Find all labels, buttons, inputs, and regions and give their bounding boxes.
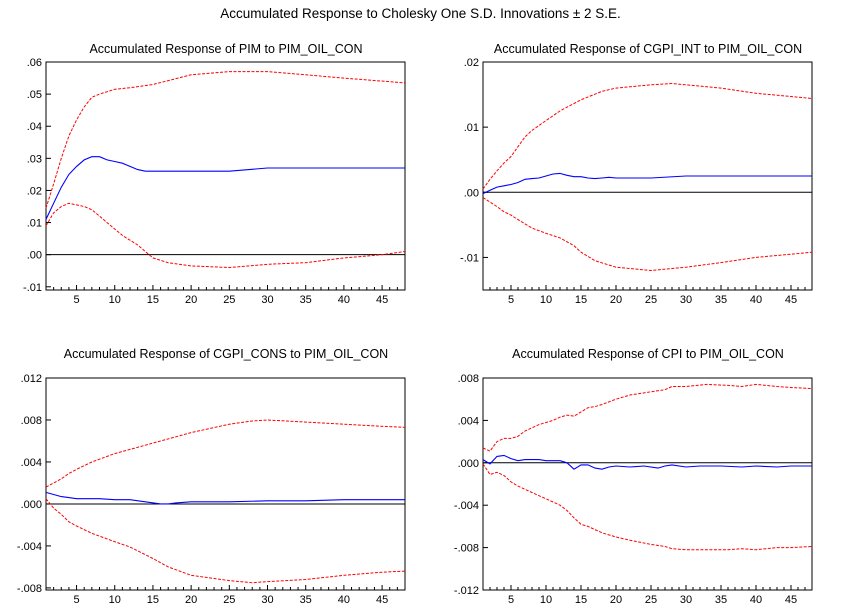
x-tick-label: 15 xyxy=(147,294,159,306)
y-tick-label: -.004 xyxy=(454,500,479,512)
x-tick-label: 35 xyxy=(715,594,727,606)
upper-band-line xyxy=(482,82,813,190)
x-tick-label: 10 xyxy=(540,594,552,606)
y-tick-label: .03 xyxy=(27,153,42,165)
y-tick-label: .02 xyxy=(27,185,42,197)
y-tick-label: .05 xyxy=(27,89,42,101)
response-line xyxy=(45,156,405,220)
x-tick-label: 35 xyxy=(715,294,727,306)
chart-panel-4: Accumulated Response of CPI to PIM_OIL_C… xyxy=(454,347,813,606)
x-tick-label: 10 xyxy=(109,294,121,306)
x-tick-label: 40 xyxy=(750,594,762,606)
lower-band-line xyxy=(482,197,813,272)
chart-title: Accumulated Response of CGPI_INT to PIM_… xyxy=(494,42,802,56)
y-tick-label: -.01 xyxy=(460,252,479,264)
y-tick-label: .004 xyxy=(21,457,42,469)
y-tick-label: .000 xyxy=(21,499,42,511)
x-tick-label: 30 xyxy=(680,294,692,306)
response-line xyxy=(482,172,812,195)
y-tick-label: .02 xyxy=(464,57,479,69)
x-tick-label: 15 xyxy=(575,294,587,306)
x-tick-label: 15 xyxy=(147,594,159,606)
chart-panel-1: Accumulated Response of PIM to PIM_OIL_C… xyxy=(23,42,406,306)
y-tick-label: -.008 xyxy=(17,583,42,595)
chart-title: Accumulated Response of CPI to PIM_OIL_C… xyxy=(512,347,784,361)
chart-title: Accumulated Response of PIM to PIM_OIL_C… xyxy=(89,42,362,56)
x-tick-label: 45 xyxy=(785,294,797,306)
y-tick-label: .01 xyxy=(464,122,479,134)
y-tick-label: .012 xyxy=(21,373,42,385)
x-tick-label: 25 xyxy=(223,294,235,306)
x-tick-label: 15 xyxy=(575,594,587,606)
y-tick-label: -.008 xyxy=(454,543,479,555)
lower-band-line xyxy=(45,498,406,584)
figure-title: Accumulated Response to Cholesky One S.D… xyxy=(220,6,621,21)
x-tick-label: 25 xyxy=(645,294,657,306)
y-tick-label: .01 xyxy=(27,218,42,230)
lower-band-line xyxy=(45,202,406,269)
x-tick-label: 30 xyxy=(261,294,273,306)
upper-band-line xyxy=(45,71,406,209)
y-tick-label: -.012 xyxy=(454,585,479,597)
x-tick-label: 45 xyxy=(785,594,797,606)
plot-frame xyxy=(45,61,406,291)
y-tick-label: .008 xyxy=(458,373,479,385)
chart-title: Accumulated Response of CGPI_CONS to PIM… xyxy=(64,347,388,361)
x-tick-label: 20 xyxy=(185,294,197,306)
x-tick-label: 40 xyxy=(338,594,350,606)
x-tick-label: 10 xyxy=(540,294,552,306)
plot-frame xyxy=(45,377,406,591)
y-tick-label: .06 xyxy=(27,57,42,69)
x-tick-label: 20 xyxy=(610,294,622,306)
y-tick-label: -.004 xyxy=(17,541,42,553)
y-tick-label: .00 xyxy=(27,250,42,262)
y-tick-label: .00 xyxy=(464,187,479,199)
x-tick-label: 20 xyxy=(610,594,622,606)
y-tick-label: .008 xyxy=(21,415,42,427)
upper-band-line xyxy=(45,419,406,488)
y-tick-label: -.01 xyxy=(23,282,42,294)
x-tick-label: 45 xyxy=(376,594,388,606)
lower-band-line xyxy=(482,463,813,551)
x-tick-label: 40 xyxy=(750,294,762,306)
x-tick-label: 20 xyxy=(185,594,197,606)
x-tick-label: 5 xyxy=(73,294,79,306)
y-tick-label: .004 xyxy=(458,415,479,427)
x-tick-label: 45 xyxy=(376,294,388,306)
x-tick-label: 35 xyxy=(300,294,312,306)
y-tick-label: .000 xyxy=(458,458,479,470)
chart-panel-3: Accumulated Response of CGPI_CONS to PIM… xyxy=(17,347,406,606)
x-tick-label: 5 xyxy=(508,594,514,606)
y-tick-label: .04 xyxy=(27,121,42,133)
x-tick-label: 10 xyxy=(109,594,121,606)
chart-panel-2: Accumulated Response of CGPI_INT to PIM_… xyxy=(460,42,813,306)
plot-frame xyxy=(482,377,813,591)
upper-band-line xyxy=(482,383,813,452)
x-tick-label: 5 xyxy=(508,294,514,306)
x-tick-label: 30 xyxy=(680,594,692,606)
x-tick-label: 25 xyxy=(223,594,235,606)
x-tick-label: 35 xyxy=(300,594,312,606)
x-tick-label: 40 xyxy=(338,294,350,306)
x-tick-label: 5 xyxy=(73,594,79,606)
x-tick-label: 25 xyxy=(645,594,657,606)
response-line xyxy=(482,454,812,470)
x-tick-label: 30 xyxy=(261,594,273,606)
response-line xyxy=(45,491,405,505)
